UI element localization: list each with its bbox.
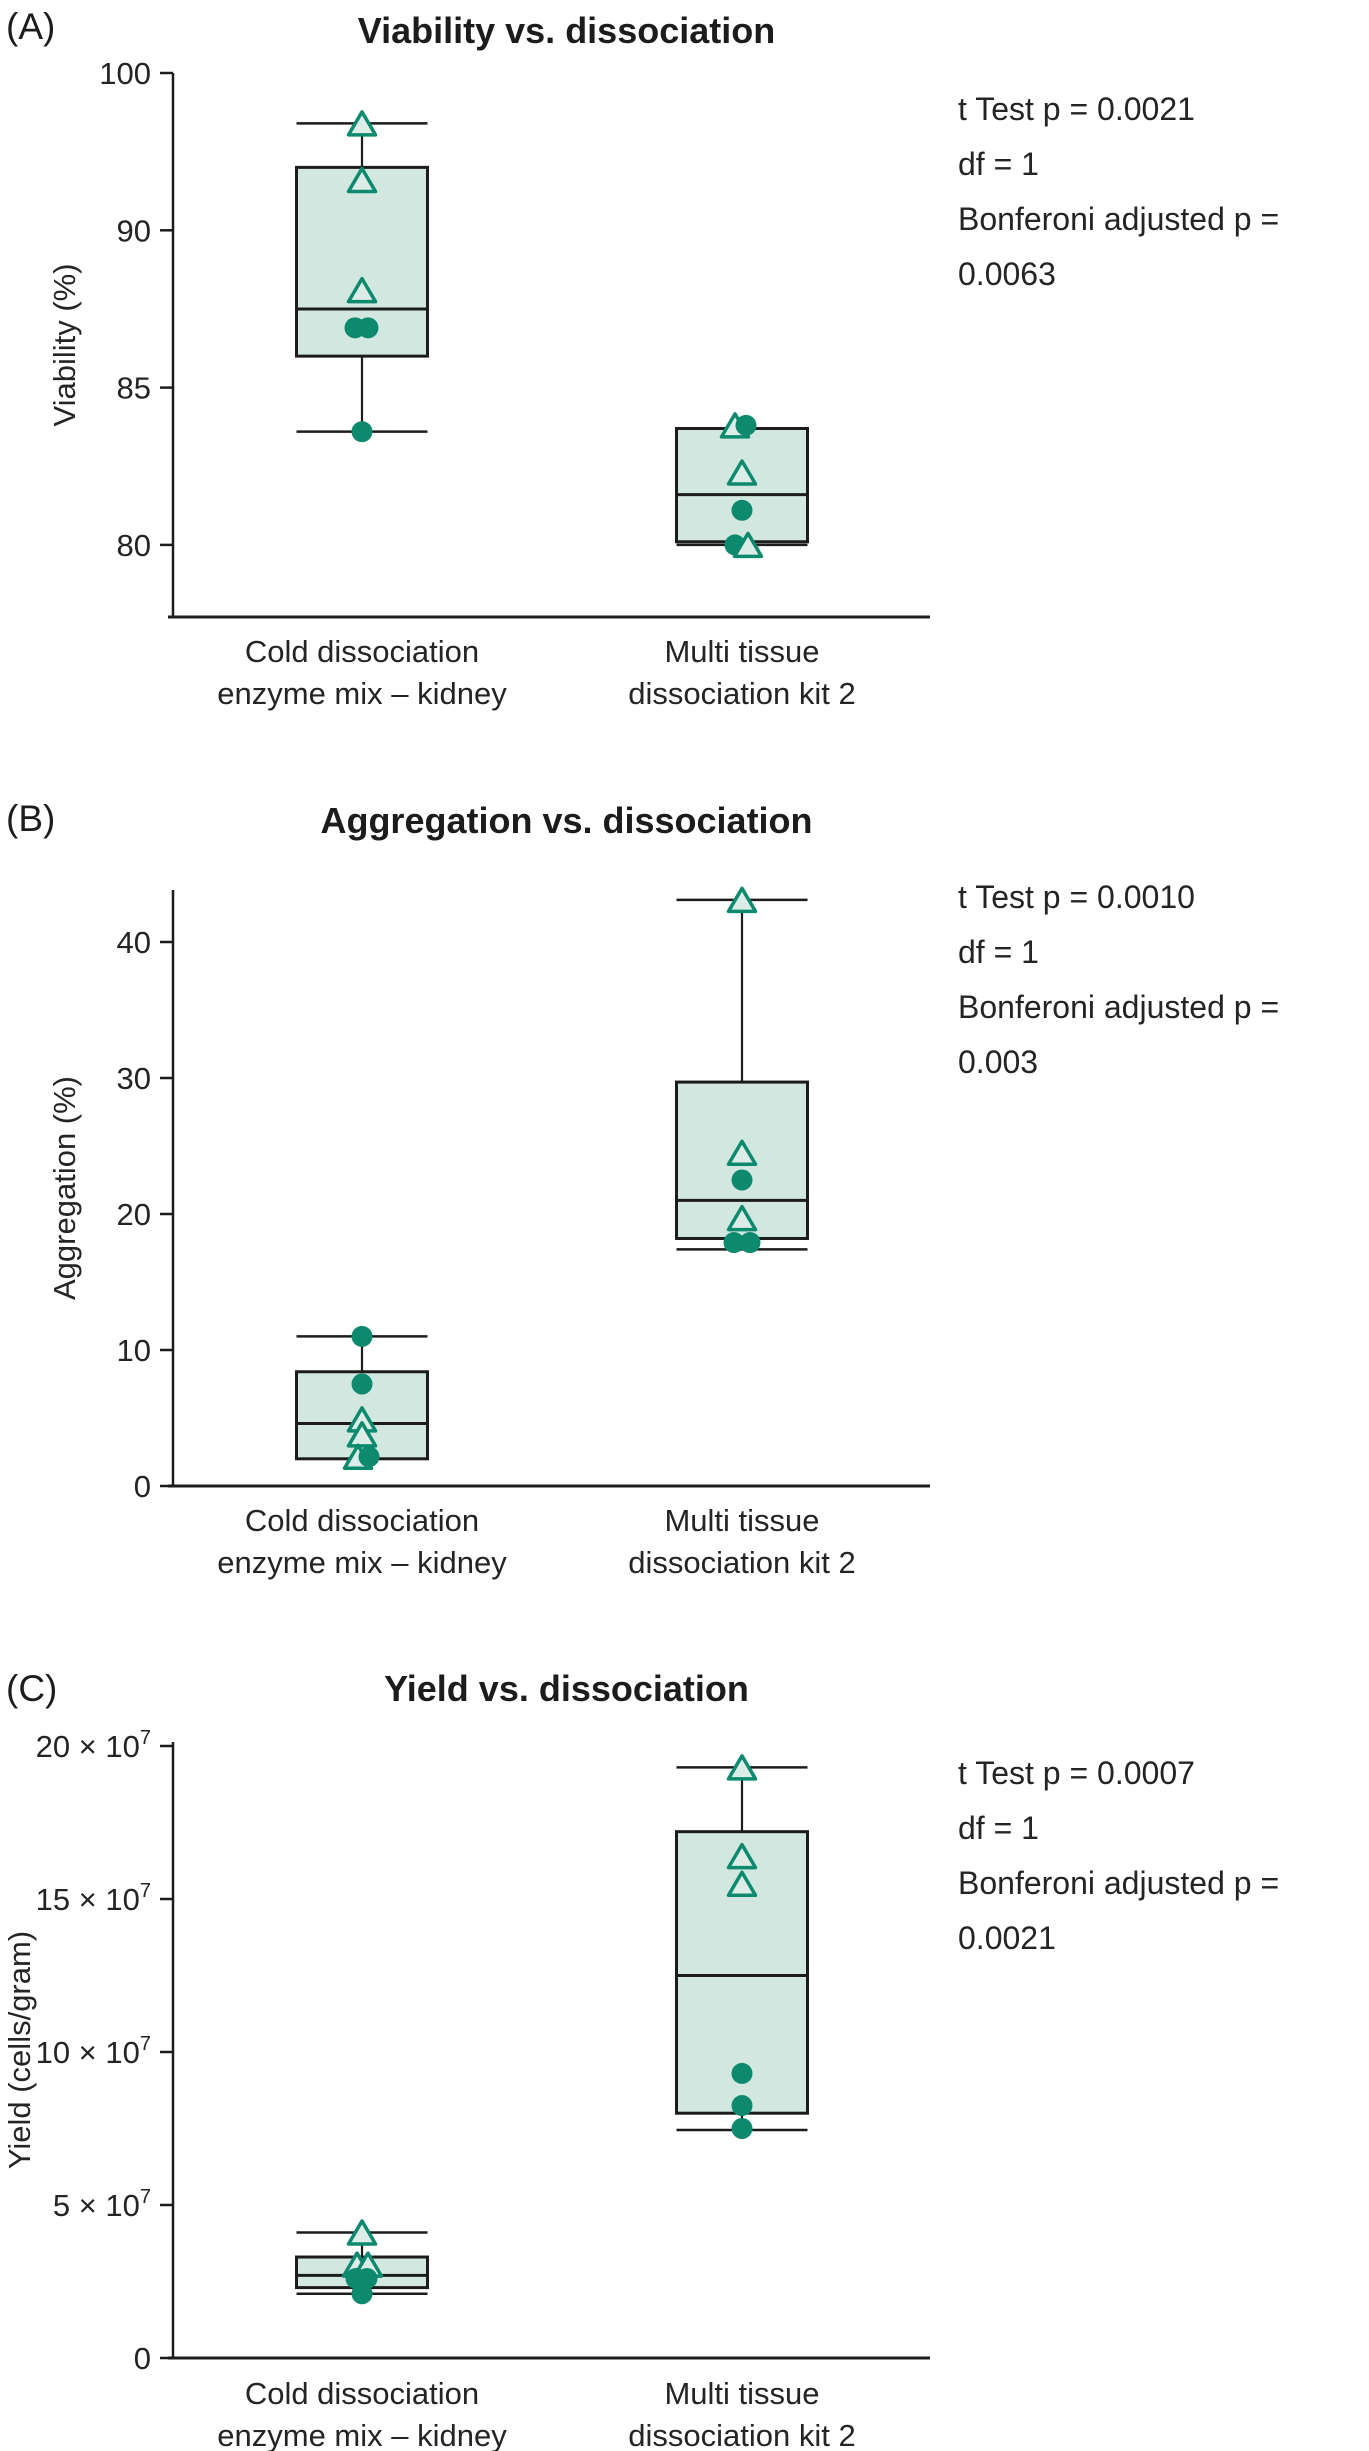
stat-bonferoni: Bonferoni adjusted p = 0.0063 (958, 201, 1280, 292)
data-point-triangle (732, 531, 764, 559)
y-tick-label: 20 × 107 (36, 1727, 151, 1764)
y-tick-label: 15 × 107 (36, 1880, 151, 1917)
y-tick-label: 0 (134, 1469, 151, 1504)
data-point-triangle (346, 1421, 378, 1448)
y-tick-label: 40 (117, 925, 151, 960)
stat-ttest: t Test p = 0.0007 (958, 1755, 1195, 1791)
data-point-circle (351, 1325, 373, 1347)
data-point-triangle (726, 1870, 758, 1897)
stat-ttest: t Test p = 0.0010 (958, 879, 1195, 915)
data-point-triangle (726, 1139, 758, 1167)
data-point-triangle (726, 1204, 758, 1232)
stat-df: df = 1 (958, 146, 1039, 182)
data-point-circle (731, 2095, 753, 2117)
y-axis-title: Viability (%) (47, 263, 82, 426)
y-tick-label: 10 × 107 (36, 2033, 151, 2070)
y-tick-label: 5 × 107 (53, 2186, 151, 2223)
y-tick-label: 100 (99, 56, 151, 91)
stat-ttest: t Test p = 0.0021 (958, 91, 1195, 127)
category-label: Multi tissue dissociation kit 2 (628, 2376, 855, 2451)
data-point-triangle (726, 1754, 758, 1781)
y-tick-label: 0 (134, 2341, 151, 2376)
y-tick-label: 20 (117, 1197, 151, 1232)
panel-letter-b: (B) (6, 798, 56, 839)
data-point-circle (351, 421, 373, 443)
panel-letter-a: (A) (6, 6, 56, 47)
data-point-triangle (726, 886, 758, 914)
data-point-triangle (346, 2219, 378, 2246)
category-label: Cold dissociation enzyme mix – kidney (217, 2376, 507, 2451)
stats-block-b: t Test p = 0.0010 df = 1 Bonferoni adjus… (958, 870, 1368, 1090)
y-tick-label: 80 (117, 528, 151, 563)
stat-df: df = 1 (958, 1810, 1039, 1846)
y-axis-title: Yield (cells/gram) (2, 1931, 37, 2169)
data-point-triangle (726, 459, 758, 486)
data-point-circle (358, 1446, 380, 1468)
chart-title-viability: Viability vs. dissociation (357, 10, 776, 51)
y-tick-label: 30 (117, 1061, 151, 1096)
boxplot-aggregation: 40 30 20 10 0 Aggregation (%) Cold dissociatio… (47, 886, 930, 1580)
data-point-circle (731, 2118, 753, 2139)
data-point-triangle (346, 166, 378, 194)
boxplot-viability: 100 90 85 80 Viability (%) Cold dissociation e… (47, 56, 930, 711)
stat-bonferoni: Bonferoni adjusted p = 0.0021 (958, 1865, 1280, 1956)
data-point-triangle (346, 276, 378, 304)
data-point-triangle (726, 1842, 758, 1870)
boxplot-yield: 20 × 107 15 × 107 10 × 107 5 × 107 0 Yield (c… (2, 1727, 930, 2451)
chart-title-yield: Yield vs. dissociation (384, 1668, 749, 1709)
data-point-circle (731, 1169, 753, 1191)
stat-bonferoni: Bonferoni adjusted p = 0.003 (958, 989, 1280, 1080)
y-tick-label: 85 (117, 371, 151, 406)
category-label: Multi tissue dissociation kit 2 (628, 634, 855, 711)
data-point-circle (739, 1232, 761, 1254)
data-point-triangle (346, 110, 378, 137)
y-axis-title: Aggregation (%) (47, 1076, 82, 1300)
y-tick-label: 90 (117, 213, 151, 248)
chart-title-aggregation: Aggregation vs. dissociation (320, 800, 813, 841)
data-point-circle (723, 1232, 745, 1254)
category-label: Multi tissue dissociation kit 2 (628, 1503, 855, 1580)
category-label: Cold dissociation enzyme mix – kidney (217, 634, 507, 711)
data-point-circle (731, 2062, 753, 2084)
data-point-circle (357, 317, 379, 339)
data-point-circle (731, 499, 753, 521)
data-point-circle (351, 2283, 373, 2305)
data-point-circle (351, 1373, 373, 1395)
panel-letter-c: (C) (6, 1668, 58, 1709)
stats-block-a: t Test p = 0.0021 df = 1 Bonferoni adjus… (958, 82, 1368, 302)
stat-df: df = 1 (958, 934, 1039, 970)
y-tick-label: 10 (117, 1333, 151, 1368)
stats-block-c: t Test p = 0.0007 df = 1 Bonferoni adjus… (958, 1746, 1368, 1966)
category-label: Cold dissociation enzyme mix – kidney (217, 1503, 507, 1580)
data-point-circle (735, 414, 757, 436)
